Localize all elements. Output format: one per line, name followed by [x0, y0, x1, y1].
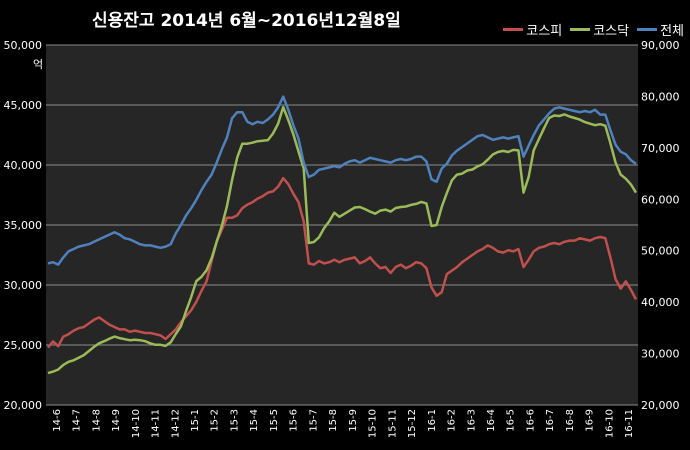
y-right-tick-label: 30,000: [641, 348, 680, 361]
x-tick-label: 15-2: [210, 409, 221, 432]
x-tick-label: 15-12: [407, 409, 418, 438]
y-right-tick-label: 20,000: [641, 399, 680, 412]
x-tick-label: 15-11: [387, 409, 398, 438]
x-tick-label: 15-6: [289, 409, 300, 432]
x-tick-label: 16-9: [585, 409, 596, 432]
series-line: [47, 95, 637, 266]
x-tick-label: 16-8: [565, 409, 576, 432]
x-tick-label: 15-7: [308, 409, 319, 432]
x-tick-label: 15-4: [249, 409, 260, 432]
y-left-tick-label: 20,000: [4, 399, 43, 412]
x-tick-label: 14-12: [170, 409, 181, 438]
x-tick-label: 14-8: [91, 409, 102, 432]
legend-label: 코스닥: [593, 24, 630, 39]
x-tick-label: 15-8: [328, 409, 339, 432]
x-tick-label: 16-7: [545, 409, 556, 432]
x-tick-label: 15-1: [190, 409, 201, 432]
series-line: [47, 105, 638, 375]
legend-label: 코스피: [526, 24, 563, 39]
x-tick-label: 16-3: [466, 409, 477, 432]
y-left-tick-label: 50,000: [4, 39, 43, 52]
x-tick-label: 16-11: [624, 409, 635, 438]
y-right-tick-label: 60,000: [641, 193, 680, 206]
y-left-tick-label: 45,000: [4, 99, 43, 112]
x-tick-label: 16-1: [427, 409, 438, 432]
x-tick-label: 15-10: [368, 409, 379, 438]
legend-swatch: [503, 28, 524, 31]
x-tick-label: 14-7: [72, 409, 83, 432]
legend-item: 코스피: [503, 20, 562, 39]
y-right-tick-label: 40,000: [641, 296, 680, 309]
x-tick-label: 16-10: [604, 409, 615, 438]
legend-item: 전체: [637, 20, 684, 39]
x-tick-label: 14-10: [131, 409, 142, 438]
x-tick-label: 16-6: [525, 409, 536, 432]
x-tick-label: 16-5: [506, 409, 517, 432]
y-left-tick-label: 40,000: [4, 159, 43, 172]
legend: 코스피 코스닥 전체: [503, 20, 684, 39]
x-tick-label: 14-9: [111, 409, 122, 432]
y-left-tick-label: 35,000: [4, 219, 43, 232]
x-tick-label: 14-11: [151, 409, 162, 438]
legend-swatch: [570, 28, 591, 31]
x-tick-label: 16-4: [486, 409, 497, 432]
legend-swatch: [637, 28, 658, 31]
y-right-tick-label: 90,000: [641, 39, 680, 52]
y-right-tick-label: 70,000: [641, 142, 680, 155]
x-tick-label: 15-5: [269, 409, 280, 432]
y-axis-unit: 억: [33, 58, 44, 71]
x-tick-label: 16-2: [447, 409, 458, 432]
y-left-tick-label: 25,000: [4, 339, 43, 352]
chart-title: 신용잔고 2014년 6월~2016년12월8일: [92, 11, 401, 31]
y-left-tick-label: 30,000: [4, 279, 43, 292]
series-line: [47, 176, 638, 349]
legend-label: 전체: [660, 24, 684, 39]
x-tick-label: 14-6: [52, 409, 63, 432]
x-tick-label: 15-9: [348, 409, 359, 432]
legend-item: 코스닥: [570, 20, 629, 39]
y-right-tick-label: 50,000: [641, 245, 680, 258]
x-tick-label: 15-3: [229, 409, 240, 432]
y-right-tick-label: 80,000: [641, 90, 680, 103]
